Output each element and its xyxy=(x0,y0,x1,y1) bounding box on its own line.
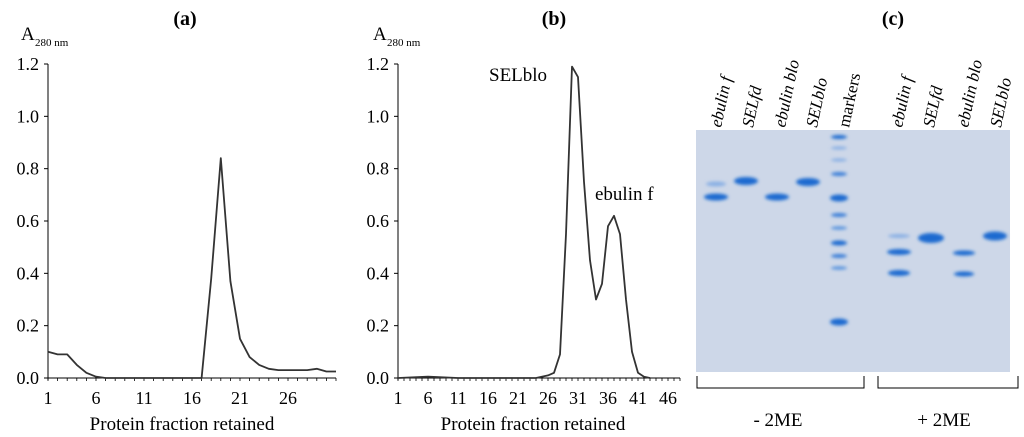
x-tick-label: 26 xyxy=(539,388,557,408)
lane-label-selfd-1: SELfd xyxy=(738,84,765,129)
series-line-absorbance xyxy=(397,65,651,379)
group-label-minus-2me: - 2ME xyxy=(753,410,802,431)
y-tick-label: 0.8 xyxy=(17,159,40,179)
marker-band xyxy=(831,226,847,230)
bracket-plus-2me xyxy=(877,376,1019,389)
y-tick-label: 0.4 xyxy=(17,263,40,283)
x-tick-label: 36 xyxy=(599,388,617,408)
band xyxy=(888,234,910,238)
x-tick-label: 41 xyxy=(629,388,647,408)
y-tick-label: 0.0 xyxy=(17,368,40,388)
band xyxy=(953,250,975,256)
marker-band xyxy=(831,135,847,139)
panel-a-line-chart: (a) A 280 nm 0.00.20.40.60.81.01.2 1 6 11 1… xyxy=(17,8,337,435)
y-tick-label: 0.4 xyxy=(367,263,390,283)
band xyxy=(954,271,974,277)
marker-band xyxy=(831,146,847,150)
bracket-minus-2me xyxy=(696,376,865,389)
y-tick-label: 0.2 xyxy=(367,316,390,336)
y-tick-label: 0.6 xyxy=(367,211,390,231)
panel-b-x-ticks: 1 6 11 16 21 26 31 36 41 46 xyxy=(394,378,681,408)
x-tick-label: 21 xyxy=(509,388,527,408)
marker-band xyxy=(831,266,847,270)
y-tick-label: 1.0 xyxy=(367,106,390,126)
panel-b-line-chart: (b) A 280 nm 0.00.20.40.60.81.01.2 1 6 11 1… xyxy=(367,8,681,435)
marker-band xyxy=(831,158,847,162)
x-tick-label: 31 xyxy=(569,388,587,408)
marker-band xyxy=(831,240,847,246)
panel-a-ylabel-main: A xyxy=(21,24,35,45)
panel-a-series xyxy=(47,157,336,379)
y-tick-label: 1.2 xyxy=(17,54,40,74)
marker-band xyxy=(831,213,847,217)
x-tick-label: 21 xyxy=(231,388,249,408)
x-tick-label: 46 xyxy=(659,388,677,408)
x-tick-label: 16 xyxy=(479,388,497,408)
lane-label-selfd-2: SELfd xyxy=(919,84,946,129)
panel-a-xlabel: Protein fraction retained xyxy=(90,414,275,435)
y-tick-label: 0.0 xyxy=(367,368,390,388)
x-tick-label: 1 xyxy=(394,388,403,408)
panel-a-label: (a) xyxy=(173,8,196,30)
panel-a-ylabel-sub: 280 nm xyxy=(35,37,69,49)
panel-b-xlabel: Protein fraction retained xyxy=(441,414,626,435)
panel-a-x-ticks: 1 6 11 16 21 26 xyxy=(44,378,337,408)
panel-c-label: (c) xyxy=(882,8,904,30)
x-tick-label: 11 xyxy=(449,388,466,408)
marker-band xyxy=(830,194,848,202)
band xyxy=(983,231,1007,241)
panel-b-y-ticks: 0.0 0.2 0.4 0.6 0.8 1.0 1.2 xyxy=(367,54,398,388)
lane-label-ebulin-f-2: ebulin f xyxy=(887,72,917,129)
lane-label-selblo-2: SELblo xyxy=(986,76,1015,129)
annotation-ebulin-f: ebulin f xyxy=(595,184,654,205)
x-tick-label: 6 xyxy=(424,388,433,408)
panel-b-ylabel-sub: 280 nm xyxy=(387,37,421,49)
x-tick-label: 6 xyxy=(92,388,101,408)
series-line-absorbance xyxy=(47,157,336,379)
band xyxy=(734,177,758,185)
x-tick-label: 26 xyxy=(279,388,297,408)
marker-band xyxy=(831,172,847,176)
y-tick-label: 0.6 xyxy=(17,211,40,231)
y-tick-label: 0.8 xyxy=(367,159,390,179)
band xyxy=(765,193,789,201)
x-tick-label: 11 xyxy=(135,388,152,408)
marker-band xyxy=(830,318,848,326)
band xyxy=(704,193,728,201)
panel-b-label: (b) xyxy=(542,8,566,30)
panel-b-ylabel-main: A xyxy=(373,24,387,45)
y-tick-label: 0.2 xyxy=(17,316,40,336)
annotation-selblo: SELblo xyxy=(489,65,547,86)
marker-band xyxy=(831,254,847,258)
panel-c-gel: (c) ebulin f SELfd ebulin blo SELblo mar… xyxy=(696,8,1019,431)
lane-label-ebulin-blo-1: ebulin blo xyxy=(770,58,803,129)
group-label-plus-2me: + 2ME xyxy=(917,410,970,431)
lane-label-ebulin-f-1: ebulin f xyxy=(706,72,736,129)
band xyxy=(796,178,820,186)
x-tick-label: 1 xyxy=(44,388,53,408)
lane-label-markers: markers xyxy=(834,71,864,129)
lane-label-ebulin-blo-2: ebulin blo xyxy=(953,58,986,129)
band xyxy=(887,249,911,255)
band xyxy=(918,233,944,243)
band xyxy=(888,270,910,276)
panel-a-y-ticks: 0.0 0.2 0.4 0.6 0.8 1.0 1.2 xyxy=(17,54,48,388)
y-tick-label: 1.2 xyxy=(367,54,390,74)
lane-label-selblo-1: SELblo xyxy=(802,76,831,129)
band xyxy=(706,181,726,187)
x-tick-label: 16 xyxy=(183,388,201,408)
panel-b-series xyxy=(397,65,651,379)
y-tick-label: 1.0 xyxy=(17,106,40,126)
